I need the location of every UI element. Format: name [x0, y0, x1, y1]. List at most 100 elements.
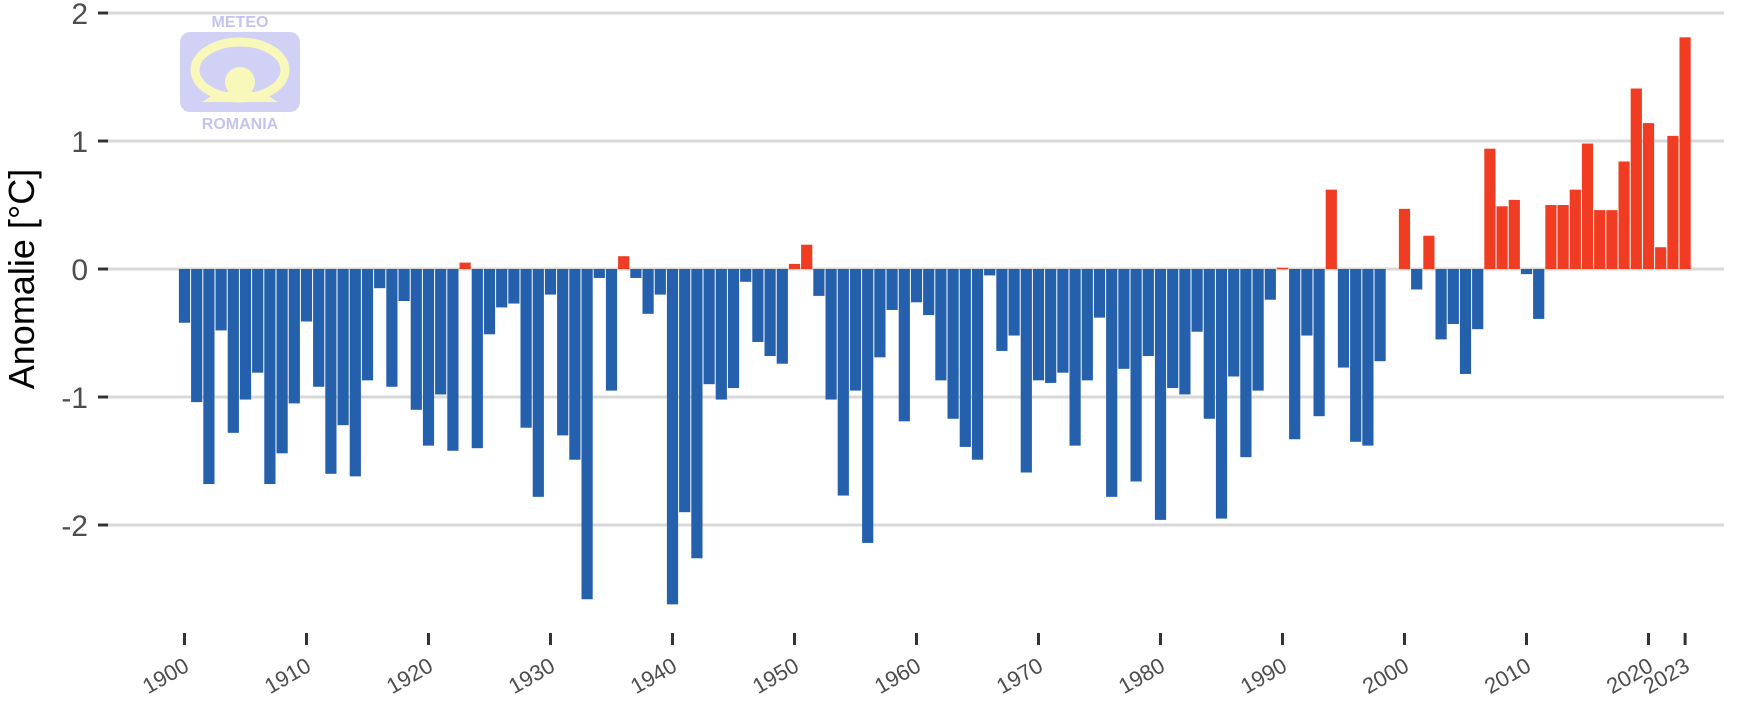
- bar-1958: [886, 269, 898, 310]
- y-axis-ticks: 2 1 0 -1 -2: [61, 0, 108, 543]
- bar-1985: [1215, 269, 1228, 519]
- bar-1980: [1154, 269, 1167, 520]
- bar-1959: [898, 269, 910, 422]
- y-tick-label: 1: [71, 126, 88, 159]
- bar-1974: [1081, 269, 1093, 381]
- bar-1928: [520, 269, 532, 428]
- x-tick-label: 1930: [504, 653, 559, 699]
- bar-1953: [825, 269, 837, 400]
- bar-2021: [1655, 247, 1667, 269]
- bar-1986: [1228, 269, 1240, 377]
- bar-2005: [1459, 269, 1472, 374]
- bar-1968: [1008, 269, 1020, 336]
- bar-1989: [1264, 269, 1276, 300]
- bar-1942: [691, 269, 703, 559]
- bar-1920: [422, 269, 435, 446]
- x-tick-label: 1940: [626, 653, 681, 699]
- bar-1921: [435, 269, 447, 395]
- bar-2011: [1533, 269, 1545, 319]
- bar-2013: [1557, 205, 1569, 269]
- bar-1973: [1069, 269, 1081, 446]
- bar-1901: [191, 269, 203, 403]
- y-tick-label: -1: [61, 382, 88, 415]
- logo-bottom-text: ROMANIA: [202, 116, 279, 133]
- bar-2014: [1569, 189, 1581, 269]
- bar-1923: [459, 262, 471, 269]
- y-tick-label: 0: [71, 254, 88, 287]
- bar-1988: [1252, 269, 1264, 391]
- bar-1932: [569, 269, 581, 460]
- bar-1914: [349, 269, 361, 477]
- bar-1966: [984, 269, 996, 276]
- y-tick-label: 2: [71, 0, 88, 31]
- bar-1944: [715, 269, 727, 400]
- bar-1976: [1106, 269, 1118, 497]
- bar-1954: [837, 269, 849, 496]
- x-tick-label: 1910: [260, 653, 315, 699]
- bar-1907: [264, 269, 276, 485]
- y-axis-label: Anomalie [°C]: [1, 169, 42, 389]
- bar-2004: [1447, 269, 1459, 325]
- bar-1915: [361, 269, 374, 381]
- bar-2017: [1606, 210, 1618, 269]
- bar-2012: [1545, 205, 1557, 269]
- bar-1909: [288, 269, 300, 404]
- bar-2023: [1679, 37, 1691, 269]
- x-tick-label: 1980: [1114, 653, 1169, 699]
- bar-1949: [776, 269, 788, 364]
- bar-1971: [1045, 269, 1057, 383]
- x-tick-label: 1920: [382, 653, 437, 699]
- bar-2020: [1642, 123, 1655, 269]
- bar-1982: [1179, 269, 1191, 395]
- bar-1984: [1203, 269, 1215, 419]
- bar-1945: [727, 269, 740, 389]
- bar-1987: [1240, 269, 1252, 458]
- bar-2002: [1423, 235, 1435, 269]
- bar-1929: [532, 269, 544, 497]
- bar-1904: [227, 269, 239, 433]
- bars: [178, 37, 1691, 605]
- bar-1964: [959, 269, 971, 447]
- bar-1970: [1032, 269, 1045, 381]
- bar-1940: [666, 269, 679, 605]
- bar-1991: [1289, 269, 1301, 440]
- bar-1975: [1093, 269, 1106, 318]
- bar-1902: [203, 269, 215, 485]
- logo-top-text: METEO: [212, 14, 269, 31]
- bar-1956: [862, 269, 874, 543]
- bar-1903: [215, 269, 227, 331]
- bar-1927: [508, 269, 520, 304]
- bar-1925: [483, 269, 496, 335]
- bar-1983: [1191, 269, 1203, 332]
- bar-1955: [849, 269, 862, 391]
- meteo-romania-logo: METEO ROMANIA: [180, 14, 300, 133]
- bar-1908: [276, 269, 288, 454]
- bar-1938: [642, 269, 654, 314]
- bar-1978: [1130, 269, 1142, 482]
- bar-1922: [447, 269, 459, 451]
- bar-1996: [1350, 269, 1362, 442]
- bar-1937: [630, 269, 642, 278]
- bar-1981: [1167, 269, 1179, 389]
- bar-1935: [605, 269, 618, 391]
- bar-1995: [1337, 269, 1350, 368]
- bar-1977: [1118, 269, 1130, 369]
- x-tick-label: 1950: [748, 653, 803, 699]
- bar-1905: [239, 269, 252, 400]
- bar-2007: [1484, 148, 1496, 269]
- bar-1934: [593, 269, 605, 278]
- bar-2009: [1508, 199, 1520, 269]
- bar-1917: [386, 269, 398, 387]
- bar-1962: [935, 269, 947, 381]
- bar-1992: [1301, 269, 1313, 336]
- x-axis-ticks: 1900 1910 1920 1930 1940 1950 1960 1970 1980 1990…: [138, 633, 1694, 699]
- bar-2015: [1581, 143, 1594, 269]
- x-tick-label: 1970: [992, 653, 1047, 699]
- x-tick-label: 1990: [1236, 653, 1291, 699]
- bar-1912: [325, 269, 337, 474]
- y-tick-label: -2: [61, 510, 88, 543]
- bar-1941: [679, 269, 691, 513]
- bar-1993: [1313, 269, 1325, 417]
- bar-1900: [178, 269, 191, 323]
- bar-1948: [764, 269, 776, 357]
